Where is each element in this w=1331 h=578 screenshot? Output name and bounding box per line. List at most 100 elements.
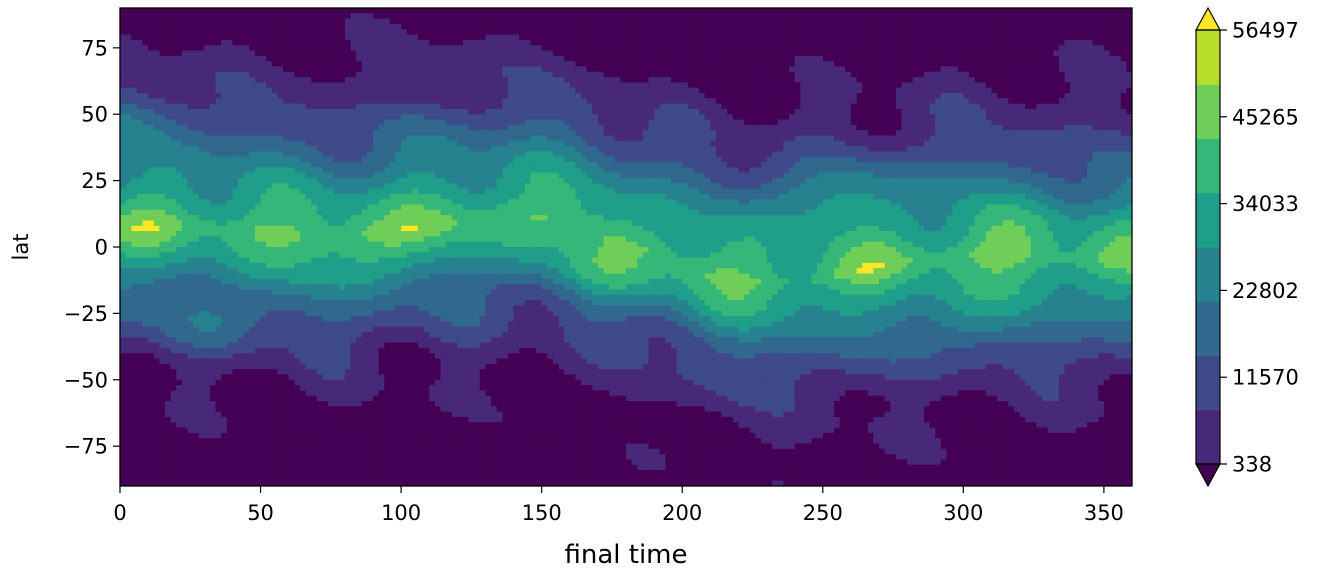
contour-cell [406, 55, 413, 62]
contour-cell [491, 92, 498, 99]
contour-cell [221, 135, 228, 142]
contour-cell [991, 87, 998, 94]
contour-cell [474, 108, 481, 115]
contour-cell [429, 140, 436, 147]
contour-cell [721, 103, 728, 110]
contour-cell [457, 77, 464, 83]
contour-cell [923, 87, 931, 94]
contour-cell [974, 34, 981, 41]
contour-cell [238, 103, 245, 110]
contour-cell [361, 124, 368, 131]
contour-cell [744, 23, 751, 30]
contour-cell [468, 34, 475, 41]
contour-cell [1126, 34, 1132, 41]
contour-cell [513, 61, 520, 68]
contour-cell [311, 23, 318, 30]
contour-cell [322, 82, 329, 89]
contour-cell [524, 71, 532, 78]
contour-cell [1042, 55, 1049, 62]
contour-cell [850, 39, 858, 46]
contour-cell [299, 119, 307, 126]
contour-cell [496, 114, 503, 121]
contour-cell [294, 135, 301, 142]
contour-cell [654, 77, 661, 83]
contour-cell [1087, 50, 1094, 57]
contour-cell [187, 8, 194, 14]
contour-cell [401, 140, 408, 147]
contour-cell [1058, 50, 1066, 57]
contour-cell [862, 119, 869, 126]
contour-cell [316, 98, 323, 105]
contour-cell [856, 119, 863, 126]
contour-cell [530, 103, 537, 110]
contour-cell [822, 124, 829, 131]
contour-cell [597, 39, 605, 46]
contour-cell [474, 18, 481, 25]
contour-cell [249, 18, 256, 25]
contour-cell [193, 61, 200, 68]
contour-cell [299, 124, 307, 131]
contour-cell [238, 119, 245, 126]
contour-cell [243, 98, 250, 105]
contour-cell [952, 39, 959, 46]
contour-cell [1030, 18, 1038, 25]
contour-cell [1042, 98, 1049, 105]
contour-cell [1098, 66, 1105, 73]
contour-cell [626, 114, 633, 121]
contour-cell [316, 29, 323, 36]
contour-cell [249, 55, 256, 62]
contour-cell [462, 98, 470, 105]
contour-cell [738, 66, 745, 73]
contour-cell [462, 29, 470, 36]
contour-cell [496, 8, 503, 14]
contour-cell [429, 124, 436, 131]
contour-cell [423, 13, 430, 20]
contour-cell [603, 34, 610, 41]
contour-cell [715, 114, 723, 121]
contour-cell [243, 71, 250, 78]
contour-cell [440, 29, 447, 36]
contour-cell [552, 29, 560, 36]
contour-cell [457, 103, 464, 110]
contour-cell [805, 151, 813, 158]
contour-cell [614, 114, 621, 121]
contour-cell [907, 98, 914, 105]
contour-cell [1013, 71, 1021, 78]
contour-cell [552, 39, 560, 46]
contour-cell [682, 124, 689, 131]
contour-cell [575, 18, 582, 25]
contour-cell [226, 103, 234, 110]
contour-cell [845, 77, 852, 83]
contour-cell [918, 130, 925, 137]
contour-cell [412, 92, 419, 99]
contour-cell [547, 98, 554, 105]
contour-cell [890, 66, 897, 73]
contour-cell [541, 114, 548, 121]
contour-cell [502, 34, 509, 41]
contour-cell [980, 77, 987, 83]
contour-cell [586, 98, 593, 105]
contour-cell [564, 146, 571, 152]
contour-cell [1087, 23, 1094, 30]
contour-cell [575, 61, 582, 68]
contour-cell [457, 124, 464, 131]
contour-cell [586, 50, 593, 57]
contour-cell [682, 140, 689, 147]
contour-cell [541, 71, 548, 78]
contour-cell [1025, 61, 1032, 68]
contour-cell [581, 29, 588, 36]
contour-cell [687, 13, 695, 20]
contour-cell [715, 8, 723, 14]
contour-cell [339, 45, 346, 52]
contour-cell [446, 82, 453, 89]
contour-cell [564, 45, 571, 52]
contour-cell [654, 18, 661, 25]
contour-cell [1047, 8, 1054, 14]
contour-cell [985, 130, 993, 137]
contour-cell [682, 130, 689, 137]
contour-cell [991, 34, 998, 41]
contour-cell [676, 114, 683, 121]
contour-cell [1058, 23, 1066, 30]
contour-cell [249, 39, 256, 46]
contour-cell [1070, 34, 1077, 41]
